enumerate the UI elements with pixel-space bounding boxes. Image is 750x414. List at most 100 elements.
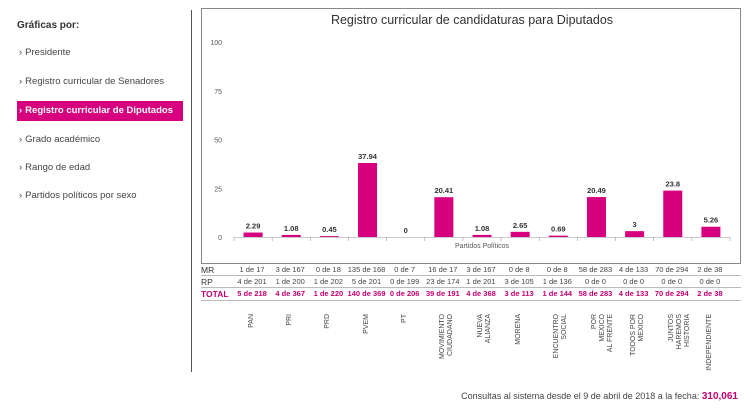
nav-item-diputados[interactable]: › Registro curricular de Diputados [17,101,183,121]
table-cell: 58 de 283 [578,289,613,298]
y-tick-label: 75 [214,89,222,96]
table-cell: 16 de 17 [428,265,458,274]
party-label-text: JUNTOS HAREMOS HISTORIA [667,314,691,350]
table-cell: 70 de 294 [655,265,689,274]
nav-item-label: Presidente [25,47,71,58]
bar-todos-por-méxico [625,231,645,237]
table-divider [201,275,741,276]
sidebar-title: Gráficas por: [17,20,80,31]
table-cell: 2 de 38 [697,265,723,274]
nav-item-senadores[interactable]: › Registro curricular de Senadores [17,72,183,92]
party-label-text: PRI [286,314,294,326]
table-cell: 0 de 206 [389,289,420,298]
table-cell: 0 de 7 [394,265,416,274]
table-cell: 39 de 191 [425,289,460,298]
chevron-right-icon: › [19,134,23,145]
bar-pri [281,234,301,237]
footer: Consultas al sistema desde el 9 de abril… [461,391,738,402]
chart-title: Registro curricular de candidaturas para… [330,13,614,27]
bar-prd [319,236,339,237]
bar-nueva-alianza [472,234,492,237]
table-cell: 1 de 220 [313,289,344,298]
bar-chart: 0 25 50 75 100 2.29 1.08 0.45 37.94 0 20.41 1.08 2.6… [210,40,731,250]
data-label: 2.29 [246,222,261,231]
party-label: NUEVA ALIANZA [462,314,500,394]
chevron-right-icon: › [19,162,23,173]
chevron-right-icon: › [19,76,23,87]
nav-item-label: Registro curricular de Diputados [25,105,173,116]
party-label-text: NUEVA ALIANZA [477,314,492,344]
table-cell: 1 de 201 [466,277,496,286]
table-cell: 70 de 294 [654,289,689,298]
party-label: MORENA [500,314,538,394]
data-label: 1.08 [284,224,299,233]
y-tick-label: 0 [218,235,222,242]
party-label-text: TODOS POR MEXICO [629,314,645,356]
table-row-rp: RP 4 de 201 1 de 200 1 de 202 5 de 201 0 de … [201,276,741,288]
table-cell: 1 de 136 [542,277,572,286]
table-cell: 5 de 218 [237,289,267,298]
data-label: 0.45 [322,225,337,234]
vertical-divider [191,10,192,372]
nav-item-label: Grado académico [25,134,101,145]
party-label: PVEM [348,314,386,394]
table-cell: 4 de 201 [237,277,267,286]
nav-item-grado-academico[interactable]: › Grado académico [17,130,183,150]
visit-count: 310,061 [701,391,738,402]
row-label: RP [201,277,213,287]
table-cell: 1 de 144 [542,289,573,298]
table-cell: 3 de 167 [275,265,305,274]
party-label: JUNTOS HAREMOS HISTORIA [653,314,691,394]
data-label: 0.69 [551,225,566,234]
chart-panel: 0 25 50 75 100 2.29 1.08 0.45 37.94 0 20.41 1.08 2.6… [201,8,741,264]
party-label-text: ENCUENTRO SOCIAL [553,314,569,359]
data-label: 37.94 [358,152,378,161]
party-label: PRI [271,314,309,394]
table-cell: 0 de 0 [661,277,683,286]
data-label: 0 [404,226,408,235]
party-label-text: INDEPENDIENTE [705,314,713,371]
y-tick-label: 100 [210,40,222,47]
chevron-right-icon: › [19,105,23,116]
party-label: ENCUENTRO SOCIAL [538,314,576,394]
party-label: POR MEXICO AL FRENTE [576,314,614,394]
party-label: INDEPENDIENTE [691,314,729,394]
table-cell: 4 de 368 [466,289,496,298]
table-cell: 5 de 201 [351,277,382,286]
row-label: TOTAL [201,289,229,299]
table-cell: 1 de 202 [313,277,343,286]
party-label: MOVIMIENTO CIUDADANO [424,314,462,394]
table-cell: 0 de 0 [699,277,721,286]
table-cell: 58 de 283 [578,265,613,274]
chevron-right-icon: › [19,190,23,201]
nav-item-label: Registro curricular de Senadores [25,76,165,87]
nav-item-rango-edad[interactable]: › Rango de edad [17,158,183,178]
table-row-mr: MR 1 de 17 3 de 167 0 de 18 135 de 168 0 de … [201,264,741,276]
nav-item-presidente[interactable]: › Presidente [17,43,183,63]
table-divider [201,300,741,301]
table-cell: 0 de 8 [546,265,568,274]
table-cell: 1 de 200 [275,277,305,286]
party-label: PRD [309,314,347,394]
bar-independiente [701,226,721,237]
data-label: 2.65 [513,221,528,230]
table-cell: 1 de 17 [239,265,265,274]
data-label: 1.08 [475,224,490,233]
y-tick-label: 50 [214,138,222,145]
party-label-text: MOVIMIENTO CIUDADANO [438,314,454,359]
party-label-text: PT [400,314,408,323]
party-label-text: PVEM [362,314,370,334]
party-label-text: PAN [248,314,256,328]
data-label: 5.26 [704,216,719,225]
nav-item-partidos-sexo[interactable]: › Partidos políticos por sexo [17,186,183,206]
bar-pan [243,232,263,237]
table-cell: 135 de 168 [347,265,386,274]
party-label: PAN [233,314,271,394]
table-cell: 3 de 113 [504,289,534,298]
party-label-text: MORENA [515,314,523,345]
table-cell: 23 de 174 [426,277,460,286]
table-row-total: TOTAL 5 de 218 4 de 367 1 de 220 140 de 369… [201,288,741,300]
nav-item-label: Rango de edad [25,162,91,173]
table-cell: 4 de 133 [619,265,649,274]
table-cell: 4 de 133 [618,289,649,298]
